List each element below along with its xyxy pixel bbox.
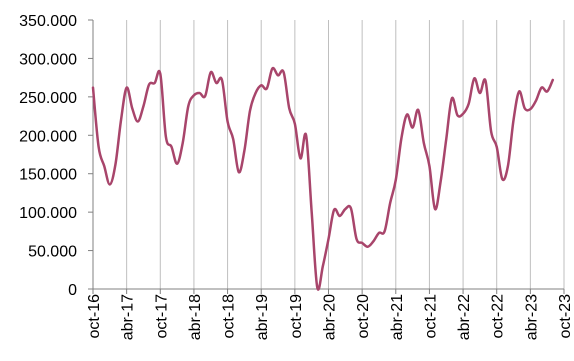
axes: [88, 19, 565, 294]
x-tick-label: abr-19: [254, 294, 271, 340]
series-layer: [91, 66, 555, 291]
x-tick-label: abr-17: [120, 294, 137, 340]
y-tick-label: 150.000: [19, 167, 77, 184]
y-tick-label: 300.000: [19, 51, 77, 68]
x-tick-label: abr-23: [523, 294, 540, 340]
x-tick-label: abr-21: [389, 294, 406, 340]
x-tick-label: oct-21: [422, 294, 439, 339]
x-tick-label: abr-18: [187, 294, 204, 340]
y-tick-label: 200.000: [19, 128, 77, 145]
y-tick-label: 0: [68, 282, 77, 299]
y-tick-label: 100.000: [19, 205, 77, 222]
x-tick-label: oct-18: [221, 294, 238, 339]
series-line: [91, 66, 555, 291]
x-tick-label: oct-22: [490, 294, 507, 339]
x-tick-label: oct-23: [557, 294, 574, 339]
x-tick-label: oct-17: [153, 294, 170, 339]
x-tick-label: oct-20: [355, 294, 372, 339]
x-tick-label: abr-22: [456, 294, 473, 340]
x-tick-label: abr-20: [322, 294, 339, 340]
y-tick-label: 350.000: [19, 13, 77, 30]
y-tick-label: 250.000: [19, 90, 77, 107]
x-tick-labels: oct-16 abr-17 oct-17 abr-18 oct-18 abr-19 oct-…: [86, 294, 574, 340]
y-tick-labels: 0 50.000 100.000 150.000 200.000 250.000 300.0…: [19, 13, 77, 299]
x-tick-label: oct-16: [86, 294, 103, 339]
grid-lines: [126, 20, 565, 289]
x-tick-label: oct-19: [288, 294, 305, 339]
y-tick-label: 50.000: [28, 244, 77, 261]
